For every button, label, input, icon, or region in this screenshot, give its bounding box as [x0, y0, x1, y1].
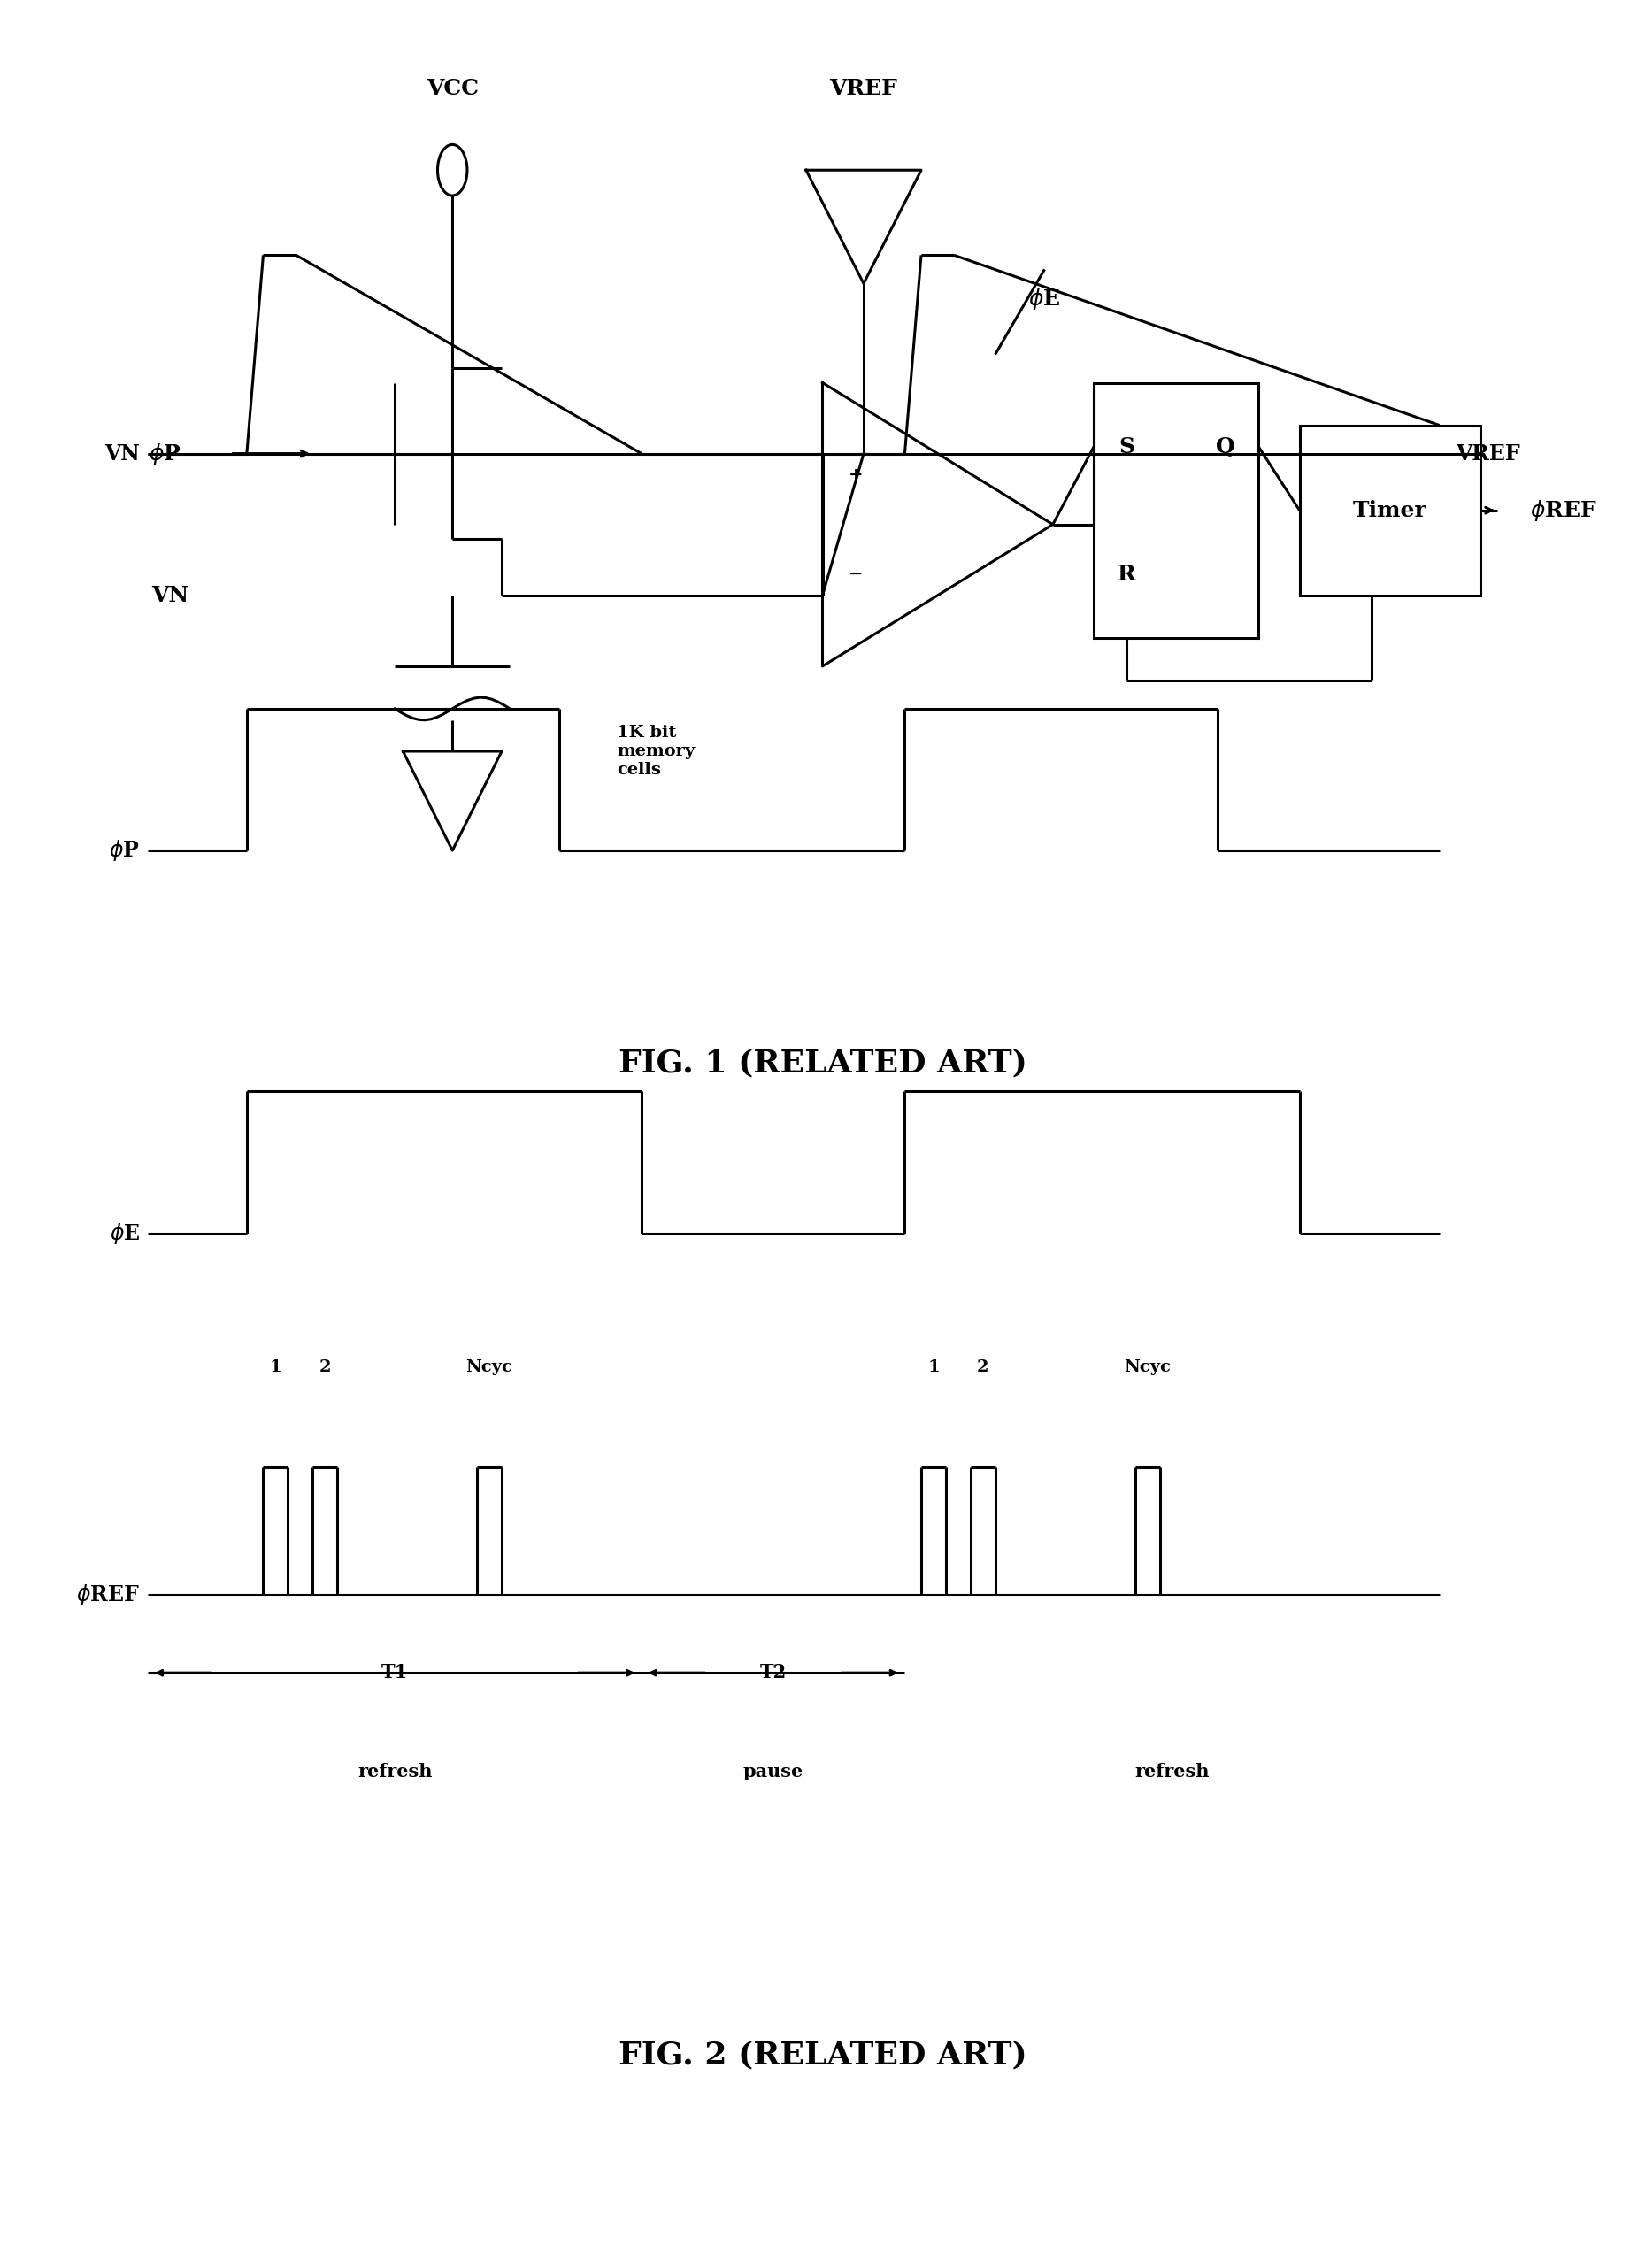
Text: T2: T2 — [760, 1665, 786, 1681]
Text: +: + — [849, 467, 862, 483]
Text: 1K bit
memory
cells: 1K bit memory cells — [617, 726, 694, 778]
Text: refresh: refresh — [1135, 1762, 1209, 1780]
Text: S: S — [1119, 435, 1135, 458]
Text: 1: 1 — [270, 1359, 281, 1374]
Text: Ncyc: Ncyc — [466, 1359, 513, 1374]
Text: $\phi$REF: $\phi$REF — [1530, 499, 1597, 522]
Text: R: R — [1117, 562, 1137, 585]
Text: VREF: VREF — [829, 77, 898, 100]
Text: VREF: VREF — [1456, 442, 1520, 465]
Text: Q: Q — [1216, 435, 1235, 458]
Text: VN: VN — [151, 585, 189, 606]
Text: VN: VN — [105, 442, 140, 465]
Text: VCC: VCC — [426, 77, 479, 100]
Bar — [1094, 383, 1258, 637]
Text: $\phi$E: $\phi$E — [1028, 288, 1059, 311]
Text: −: − — [849, 567, 862, 583]
Text: Timer: Timer — [1354, 499, 1426, 522]
Text: $\phi$P: $\phi$P — [109, 839, 140, 862]
Text: $\phi$REF: $\phi$REF — [76, 1583, 140, 1608]
Text: 2: 2 — [977, 1359, 989, 1374]
Text: $\phi$P: $\phi$P — [148, 442, 181, 465]
Text: $\phi$E: $\phi$E — [110, 1220, 140, 1245]
Text: FIG. 2 (RELATED ART): FIG. 2 (RELATED ART) — [619, 2041, 1026, 2071]
Text: 2: 2 — [319, 1359, 331, 1374]
Text: 1: 1 — [928, 1359, 939, 1374]
Text: pause: pause — [744, 1762, 803, 1780]
Text: T1: T1 — [382, 1665, 408, 1681]
Text: Ncyc: Ncyc — [1124, 1359, 1171, 1374]
Text: FIG. 1 (RELATED ART): FIG. 1 (RELATED ART) — [619, 1048, 1026, 1077]
Bar — [1300, 426, 1481, 594]
Text: refresh: refresh — [357, 1762, 433, 1780]
